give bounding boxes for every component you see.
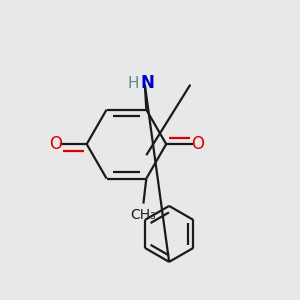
Text: H: H	[128, 76, 140, 91]
Text: N: N	[140, 74, 154, 92]
Text: CH₃: CH₃	[130, 208, 156, 222]
Text: O: O	[49, 135, 62, 153]
Text: O: O	[191, 135, 204, 153]
